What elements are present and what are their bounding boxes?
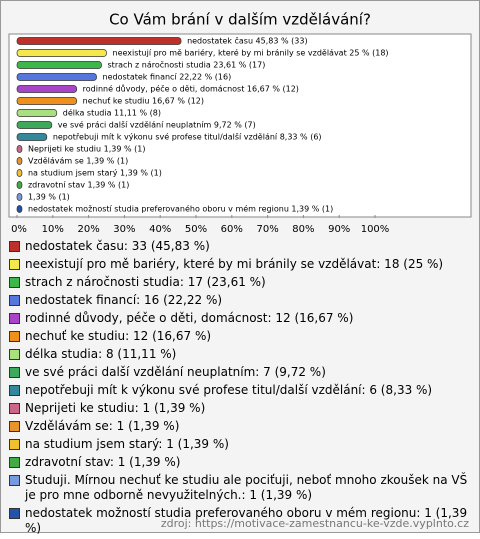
legend-item: strach z náročnosti studia: 17 (23,61 %) — [9, 275, 471, 290]
legend-swatch — [9, 349, 20, 360]
legend-label: délka studia: 8 (11,11 %) — [25, 347, 177, 361]
bar — [16, 169, 23, 177]
legend-item: rodinné důvody, péče o děti, domácnost: … — [9, 311, 471, 326]
legend-item: na studium jsem starý: 1 (1,39 %) — [9, 437, 471, 452]
x-tick-label: 30% — [113, 224, 135, 235]
bar — [16, 37, 182, 45]
bar — [16, 145, 23, 153]
bar — [16, 133, 48, 141]
legend-item: neexistují pro mě bariéry, které by mi b… — [9, 257, 471, 272]
legend-label: na studium jsem starý: 1 (1,39 %) — [25, 437, 229, 451]
bar — [16, 109, 58, 117]
x-tick-label: 90% — [328, 224, 350, 235]
bar-label: nedostatek času 45,83 % (33) — [187, 36, 308, 46]
x-tick-label: 80% — [292, 224, 314, 235]
bar-label: Neprijeti ke studiu 1,39 % (1) — [28, 145, 145, 154]
legend: nedostatek času: 33 (45,83 %) neexistují … — [9, 239, 471, 539]
x-tick-label: 20% — [77, 224, 99, 235]
legend-item: Neprijeti ke studiu: 1 (1,39 %) — [9, 401, 471, 416]
bar-label: 1,39 % (1) — [28, 193, 70, 202]
legend-item: zdravotní stav: 1 (1,39 %) — [9, 455, 471, 470]
legend-swatch — [9, 313, 20, 324]
x-tick-label: 100% — [361, 224, 390, 235]
legend-item: nedostatek financí: 16 (22,22 %) — [9, 293, 471, 308]
legend-item: ve své práci další vzdělání neuplatním: … — [9, 365, 471, 380]
legend-swatch — [9, 331, 20, 342]
bar-label: na studium jsem starý 1,39 % (1) — [28, 169, 162, 178]
legend-label: nedostatek možností studia preferovaného… — [25, 506, 468, 535]
legend-item: nedostatek času: 33 (45,83 %) — [9, 239, 471, 254]
bar-label: zdravotní stav 1,39 % (1) — [28, 181, 129, 190]
source: zdroj: https://motivace-zamestnancu-ke-v… — [160, 517, 469, 530]
bar-label: ve své práci další vzdělání neuplatním 9… — [58, 120, 256, 130]
legend-item: nechuť ke studiu: 12 (16,67 %) — [9, 329, 471, 344]
x-tick-label: 40% — [149, 224, 171, 235]
legend-swatch — [9, 277, 20, 288]
legend-item: nepotřebuji mít k výkonu své profese tit… — [9, 383, 471, 398]
bar-label: rodinné důvody, péče o děti, domácnost 1… — [83, 84, 299, 94]
bar — [16, 85, 78, 93]
chart: Co Vám brání v dalším vzdělávání? 0% 10% 2… — [8, 11, 472, 235]
bar-label: nedostatek financí 22,22 % (16) — [103, 73, 232, 82]
legend-swatch — [9, 385, 20, 396]
bar-label: nechuť ke studiu 16,67 % (12) — [83, 97, 204, 106]
legend-label: neexistují pro mě bariéry, které by mi b… — [25, 257, 444, 271]
bar-label: nepotřebuji mít k výkonu své profese tit… — [53, 132, 322, 142]
legend-label: nechuť ke studiu: 12 (16,67 %) — [25, 329, 212, 343]
legend-label: rodinné důvody, péče o děti, domácnost: … — [25, 311, 354, 325]
bar — [16, 97, 78, 105]
legend-swatch — [9, 457, 20, 468]
bar-label: nedostatek možností studia preferovaného… — [28, 204, 333, 214]
bar — [16, 157, 23, 165]
bar — [16, 49, 107, 57]
bar — [16, 121, 53, 129]
legend-swatch — [9, 508, 20, 519]
legend-label: Vzdělávám se: 1 (1,39 %) — [25, 419, 180, 433]
legend-item: délka studia: 8 (11,11 %) — [9, 347, 471, 362]
x-tick-label: 10% — [42, 224, 64, 235]
x-tick-label: 0% — [11, 224, 27, 235]
legend-label: Neprijeti ke studiu: 1 (1,39 %) — [25, 401, 206, 415]
legend-swatch — [9, 439, 20, 450]
legend-swatch — [9, 475, 20, 486]
bar — [16, 181, 23, 189]
x-tick-label: 50% — [185, 224, 207, 235]
legend-swatch — [9, 259, 20, 270]
bar — [16, 61, 102, 69]
legend-item: Studuji. Mírnou nechuť ke studiu ale poc… — [9, 473, 471, 503]
x-tick-label: 60% — [221, 224, 243, 235]
chart-title: Co Vám brání v dalším vzdělávání? — [109, 11, 371, 29]
bar — [16, 193, 23, 201]
legend-item: Vzdělávám se: 1 (1,39 %) — [9, 419, 471, 434]
bar — [16, 205, 23, 213]
legend-swatch — [9, 295, 20, 306]
bar-label: Vzdělávám se 1,39 % (1) — [28, 157, 128, 166]
legend-swatch — [9, 403, 20, 414]
legend-label: nepotřebuji mít k výkonu své profese tit… — [25, 383, 433, 397]
legend-swatch — [9, 367, 20, 378]
legend-label: zdravotní stav: 1 (1,39 %) — [25, 455, 181, 469]
bar — [16, 73, 97, 81]
x-tick-label: 70% — [256, 224, 278, 235]
legend-label: nedostatek času: 33 (45,83 %) — [25, 239, 210, 253]
legend-label: Studuji. Mírnou nechuť ke studiu ale poc… — [25, 473, 468, 502]
legend-label: ve své práci další vzdělání neuplatním: … — [25, 365, 326, 379]
legend-label: nedostatek financí: 16 (22,22 %) — [25, 293, 223, 307]
bar-label: strach z náročnosti studia 23,61 % (17) — [108, 60, 266, 70]
bar-label: délka studia 11,11 % (8) — [63, 108, 161, 118]
legend-swatch — [9, 241, 20, 252]
bar-label: neexistují pro mě bariéry, které by mi b… — [113, 48, 389, 58]
legend-label: strach z náročnosti studia: 17 (23,61 %) — [25, 275, 266, 289]
legend-item: nedostatek možností studia preferovaného… — [9, 506, 471, 536]
legend-swatch — [9, 421, 20, 432]
